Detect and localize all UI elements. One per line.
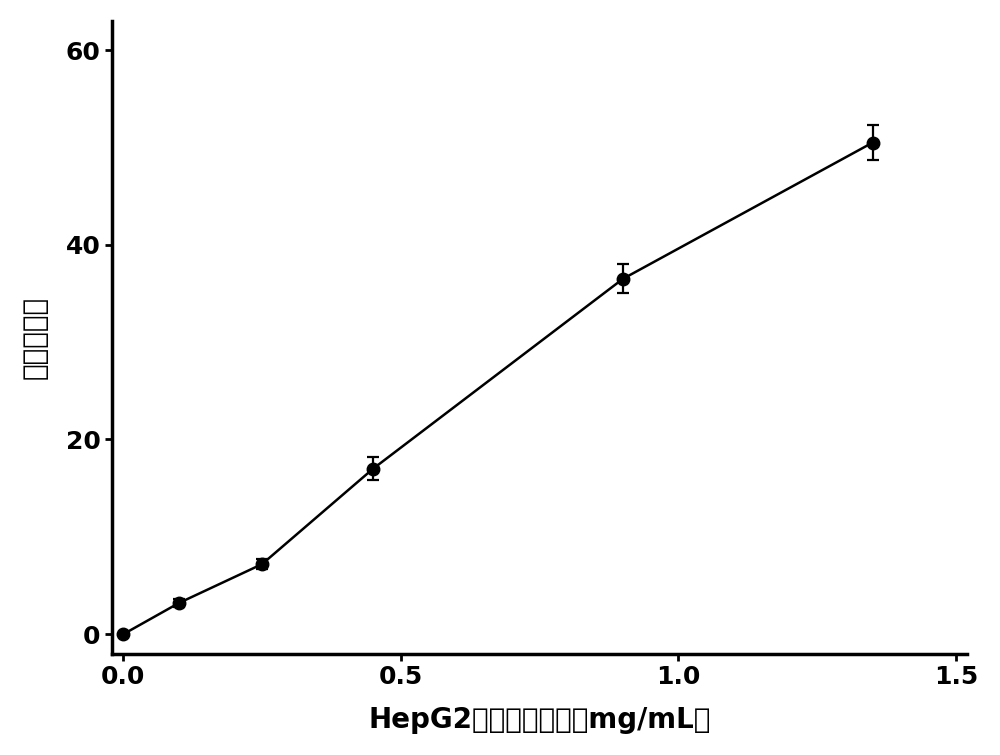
X-axis label: HepG2细胞蛋白浓度（mg/mL）: HepG2细胞蛋白浓度（mg/mL） [368, 706, 711, 734]
Y-axis label: 荧光增长率: 荧光增长率 [21, 296, 49, 379]
